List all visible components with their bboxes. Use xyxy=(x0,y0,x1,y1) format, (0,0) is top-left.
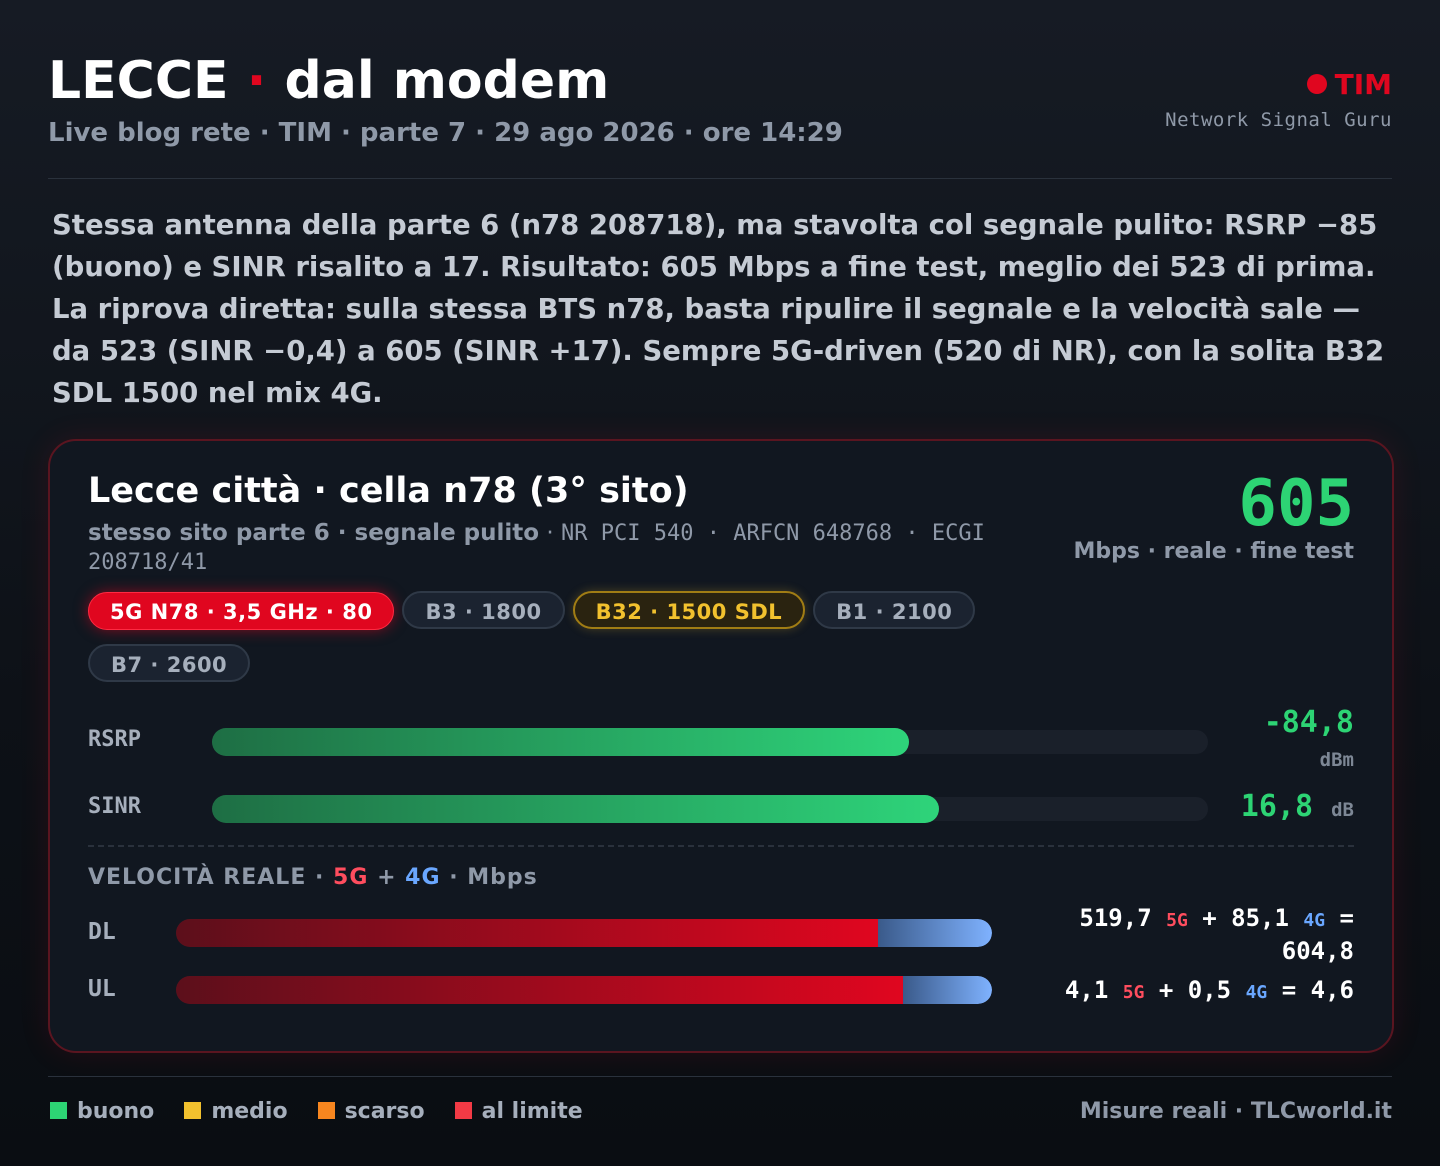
brand-label: TIM xyxy=(1334,68,1392,101)
brand-subtitle: Network Signal Guru xyxy=(1165,109,1392,131)
cell-card: Lecce città · cella n78 (3° sito) stesso… xyxy=(48,439,1394,1053)
dl-5g-value: 519,7 xyxy=(1079,904,1152,932)
dl-total: 604,8 xyxy=(1281,937,1354,965)
dl-label: DL xyxy=(88,919,116,945)
brand-dot-icon xyxy=(1306,74,1327,94)
speed-summary: 605 Mbps · reale · fine test xyxy=(1073,469,1354,564)
band-chip-b7: B7 · 2600 xyxy=(88,644,251,682)
ul-4g-value: 0,5 xyxy=(1187,976,1232,1004)
sinr-value: 16,8 xyxy=(1240,789,1314,824)
card-subtitle-main: stesso sito parte 6 · segnale pulito xyxy=(88,520,540,546)
page-header: LECCE · dal modem Live blog rete · TIM ·… xyxy=(48,48,1392,179)
card-subtitle-sep: · xyxy=(539,520,562,546)
ul-4g-segment xyxy=(903,976,992,1004)
dl-4g-value: 85,1 xyxy=(1231,904,1289,932)
legend-item-poor: scarso xyxy=(317,1099,425,1124)
title-city: LECCE xyxy=(48,51,229,111)
rsrp-track xyxy=(212,728,1208,756)
speed-title-plus: + xyxy=(368,865,406,890)
legend-item-good: buono xyxy=(50,1099,154,1124)
speed-title-5g: 5G xyxy=(333,865,369,890)
sinr-track xyxy=(212,795,1208,823)
dl-4g-tag: 4G xyxy=(1303,910,1326,931)
dl-5g-tag: 5G xyxy=(1166,910,1188,931)
speed-value: 605 xyxy=(1238,467,1354,541)
rsrp-label: RSRP xyxy=(88,727,141,752)
card-title: Lecce città · cella n78 (3° sito) xyxy=(88,471,689,511)
intro-paragraph: Stessa antenna della parte 6 (n78 208718… xyxy=(52,209,1385,409)
ul-total: 4,6 xyxy=(1310,976,1354,1004)
sinr-label: SINR xyxy=(88,794,141,819)
band-chips: 5G N78 · 3,5 GHz · 80 B3 · 1800 B32 · 1500… xyxy=(88,591,1048,696)
ul-breakdown: 4,1 5G + 0,5 4G = 4,6 xyxy=(934,975,1354,1008)
ul-label: UL xyxy=(88,976,116,1002)
legend-item-medium: medio xyxy=(184,1099,288,1124)
band-chip-b3: B3 · 1800 xyxy=(402,591,565,629)
footer-credit: Misure reali · TLCworld.it xyxy=(1079,1099,1392,1124)
page-footer: buono medio scarso al limite Misure reali ·… xyxy=(48,1076,1392,1124)
speed-title-4g: 4G xyxy=(405,865,441,890)
legend-swatch-poor xyxy=(317,1101,335,1119)
ul-bar xyxy=(176,976,992,1004)
ul-5g-value: 4,1 xyxy=(1064,976,1109,1004)
legend-label-poor: scarso xyxy=(344,1099,425,1124)
sinr-value-block: 16,8 dB xyxy=(1241,789,1354,824)
legend-label-medium: medio xyxy=(211,1099,288,1124)
section-divider xyxy=(88,845,1354,847)
rsrp-unit: dBm xyxy=(1319,749,1354,771)
band-chip-b1: B1 · 2100 xyxy=(813,591,976,629)
dl-breakdown: 519,7 5G + 85,1 4G = 604,8 xyxy=(1034,903,1354,966)
ul-5g-tag: 5G xyxy=(1122,982,1145,1003)
dl-4g-segment xyxy=(877,919,992,947)
title-separator: · xyxy=(246,51,267,111)
speed-title-suffix: · Mbps xyxy=(440,865,538,890)
sinr-bar xyxy=(212,795,940,823)
legend-swatch-good xyxy=(50,1101,67,1119)
ul-equals: = xyxy=(1281,976,1297,1004)
band-chip-n78: 5G N78 · 3,5 GHz · 80 xyxy=(88,592,395,630)
legend-label-limit: al limite xyxy=(481,1099,583,1124)
speed-caption: Mbps · reale · fine test xyxy=(1073,539,1354,564)
sinr-unit: dB xyxy=(1331,799,1354,821)
page-title: LECCE · dal modem xyxy=(48,48,1392,114)
legend-swatch-medium xyxy=(184,1101,202,1119)
page-subtitle: Live blog rete · TIM · parte 7 · 29 ago … xyxy=(48,118,843,148)
quality-legend: buono medio scarso al limite xyxy=(50,1099,613,1124)
speed-title-prefix: VELOCITÀ REALE · xyxy=(88,865,334,890)
title-source: dal modem xyxy=(284,51,610,111)
ul-5g-segment xyxy=(176,976,904,1004)
brand-block: TIM Network Signal Guru xyxy=(1165,68,1392,131)
card-subtitle-ids: NR PCI 540 · ARFCN 648768 · ECGI 208718/… xyxy=(88,521,985,575)
legend-item-limit: al limite xyxy=(454,1099,583,1124)
dl-bar xyxy=(176,919,992,947)
rsrp-value: -84,8 xyxy=(1263,705,1354,740)
speed-section-title: VELOCITÀ REALE · 5G + 4G · Mbps xyxy=(88,865,538,890)
rsrp-bar xyxy=(212,728,910,756)
dl-plus: + xyxy=(1202,904,1217,932)
band-chip-b32: B32 · 1500 SDL xyxy=(572,591,806,629)
legend-swatch-limit xyxy=(454,1101,472,1119)
brand-name: TIM xyxy=(1165,68,1392,101)
card-subtitle: stesso sito parte 6 · segnale pulito · N… xyxy=(88,519,1058,577)
dl-equals: = xyxy=(1339,904,1354,932)
ul-4g-tag: 4G xyxy=(1245,982,1268,1003)
legend-label-good: buono xyxy=(77,1099,155,1124)
dl-5g-segment xyxy=(176,919,878,947)
ul-plus: + xyxy=(1158,976,1174,1004)
